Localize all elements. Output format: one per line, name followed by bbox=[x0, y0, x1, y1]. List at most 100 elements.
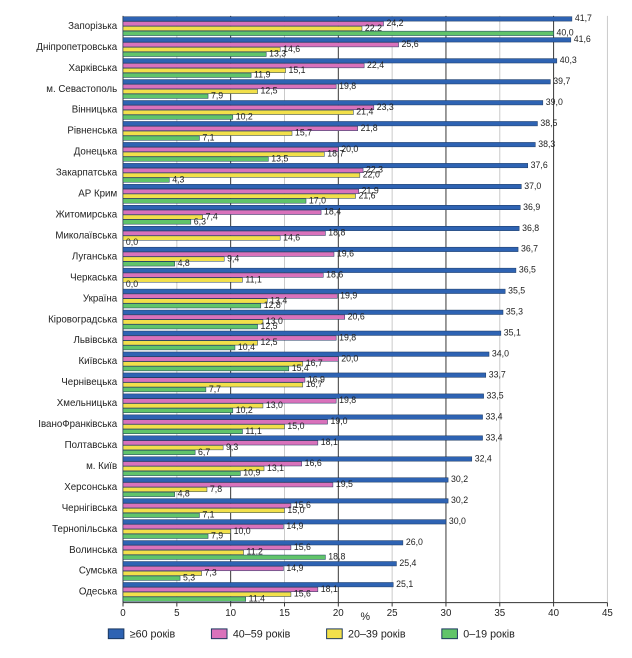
legend-label: 0–19 років bbox=[463, 629, 515, 641]
bar bbox=[123, 415, 483, 419]
bar bbox=[123, 84, 336, 88]
bar bbox=[123, 503, 291, 507]
bar-value-label: 36,5 bbox=[519, 265, 536, 275]
bar bbox=[123, 89, 258, 93]
bar-value-label: 6,3 bbox=[194, 216, 206, 226]
chart-svg: 051015202530354045%Запорізька41,724,222,… bbox=[8, 10, 624, 651]
bar-value-label: 15,0 bbox=[287, 421, 304, 431]
bar bbox=[123, 387, 206, 391]
legend-swatch bbox=[108, 629, 124, 639]
bar-value-label: 40,3 bbox=[560, 55, 577, 65]
bar bbox=[123, 17, 572, 21]
bar bbox=[123, 378, 305, 382]
bar bbox=[123, 115, 233, 119]
bar bbox=[123, 262, 175, 266]
category-label: Харківська bbox=[69, 63, 118, 74]
bar bbox=[123, 94, 208, 98]
bar-value-label: 18,1 bbox=[321, 584, 338, 594]
bar-value-label: 15,7 bbox=[295, 128, 312, 138]
bar bbox=[123, 157, 268, 161]
category-label: Рівненська bbox=[67, 126, 117, 137]
bar bbox=[123, 499, 448, 503]
bar-value-label: 7,4 bbox=[206, 211, 218, 221]
bar-value-label: 18,6 bbox=[326, 269, 343, 279]
bar bbox=[123, 562, 396, 566]
bar bbox=[123, 394, 484, 398]
bar-value-label: 15,6 bbox=[294, 589, 311, 599]
bar-value-label: 0,0 bbox=[126, 279, 138, 289]
bar bbox=[123, 168, 363, 172]
bar-value-label: 32,4 bbox=[475, 453, 492, 463]
bar bbox=[123, 315, 345, 319]
bar-value-label: 20,0 bbox=[341, 353, 358, 363]
bar-value-label: 4,8 bbox=[178, 489, 190, 499]
bar bbox=[123, 471, 240, 475]
bar-value-label: 15,4 bbox=[292, 363, 309, 373]
category-label: Херсонська bbox=[64, 482, 117, 493]
bar bbox=[123, 436, 483, 440]
bar-value-label: 10,4 bbox=[238, 342, 255, 352]
bar-value-label: 11,1 bbox=[245, 426, 262, 436]
bar-value-label: 18,1 bbox=[321, 437, 338, 447]
svg-text:5: 5 bbox=[174, 608, 179, 619]
bar bbox=[123, 268, 516, 272]
bar bbox=[123, 31, 554, 35]
bar bbox=[123, 592, 291, 596]
legend-label: ≥60 років bbox=[130, 629, 176, 641]
bar-value-label: 19,9 bbox=[340, 290, 357, 300]
bar bbox=[123, 373, 486, 377]
bar-value-label: 12,5 bbox=[260, 86, 277, 96]
bar-value-label: 30,2 bbox=[451, 495, 468, 505]
bar-value-label: 16,7 bbox=[306, 379, 323, 389]
bar-value-label: 20,6 bbox=[348, 311, 365, 321]
legend-label: 40–59 років bbox=[233, 629, 291, 641]
category-label: Вінницька bbox=[72, 105, 118, 116]
legend-label: 20–39 років bbox=[348, 629, 406, 641]
bar-value-label: 10,2 bbox=[236, 405, 253, 415]
bar bbox=[123, 362, 303, 366]
bar bbox=[123, 289, 505, 293]
bar-value-label: 17,0 bbox=[309, 195, 326, 205]
bar bbox=[123, 325, 258, 329]
category-label: Волинська bbox=[69, 545, 118, 556]
bar-value-label: 25,4 bbox=[399, 558, 416, 568]
bar bbox=[123, 189, 359, 193]
bar-value-label: 4,8 bbox=[178, 258, 190, 268]
legend-swatch bbox=[327, 629, 343, 639]
bar-value-label: 14,9 bbox=[286, 563, 303, 573]
bar-value-label: 39,7 bbox=[553, 76, 570, 86]
regional-bar-chart: 051015202530354045%Запорізька41,724,222,… bbox=[0, 0, 632, 655]
bar bbox=[123, 52, 266, 56]
bar-value-label: 9,3 bbox=[226, 442, 238, 452]
bar-value-label: 12,5 bbox=[260, 337, 277, 347]
bar bbox=[123, 566, 283, 570]
category-label: Івано­Франківська bbox=[38, 419, 117, 430]
bar-value-label: 36,7 bbox=[521, 244, 538, 254]
bar-value-label: 36,8 bbox=[522, 223, 539, 233]
bar bbox=[123, 487, 207, 491]
bar bbox=[123, 555, 325, 559]
svg-text:30: 30 bbox=[441, 608, 452, 619]
bar-value-label: 19,0 bbox=[330, 416, 347, 426]
bar bbox=[123, 399, 336, 403]
bar bbox=[123, 215, 203, 219]
category-label: АР Крим bbox=[78, 189, 117, 200]
bar bbox=[123, 450, 195, 454]
bar bbox=[123, 147, 338, 151]
category-label: Житомирська bbox=[56, 210, 118, 221]
category-label: Кіровоградська bbox=[48, 314, 118, 325]
bar-value-label: 30,0 bbox=[449, 516, 466, 526]
bar-value-label: 41,7 bbox=[575, 13, 592, 23]
bar bbox=[123, 38, 571, 42]
bar bbox=[123, 273, 323, 277]
bar bbox=[123, 457, 472, 461]
bar-value-label: 15,1 bbox=[288, 65, 305, 75]
category-label: Сумська bbox=[79, 566, 118, 577]
bar-value-label: 7,9 bbox=[211, 531, 223, 541]
bar-value-label: 33,4 bbox=[485, 432, 502, 442]
bar bbox=[123, 163, 528, 167]
bar bbox=[123, 178, 169, 182]
bar bbox=[123, 304, 261, 308]
category-label: Луганська bbox=[72, 251, 118, 262]
bar bbox=[123, 582, 393, 586]
